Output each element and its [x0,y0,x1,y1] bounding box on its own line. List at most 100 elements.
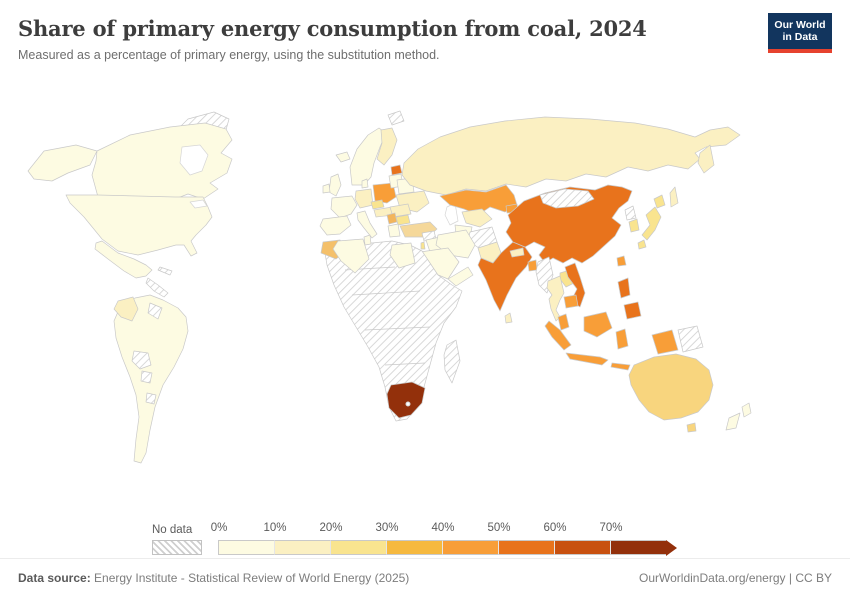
country-south-korea[interactable] [628,218,640,233]
country-central-america[interactable] [145,277,169,298]
country-cambodia[interactable] [563,294,579,309]
country-japan-kyushu[interactable] [637,239,647,250]
country-egypt[interactable] [389,242,416,269]
country-india[interactable] [477,241,533,312]
legend-tick: 40% [431,522,455,534]
country-indonesia-sulawesi[interactable] [615,328,629,350]
legend-bin-30-40%[interactable]: 30% [375,522,442,555]
country-taiwan[interactable] [616,255,627,267]
country-philippines-mindanao[interactable] [623,301,642,320]
footer-license-text[interactable]: OurWorldinData.org/energy | CC BY [639,571,832,585]
country-sri-lanka[interactable] [504,312,513,324]
country-vietnam[interactable] [564,262,586,308]
country-japan-honshu[interactable] [641,206,662,241]
footer: Data source: Energy Institute - Statisti… [0,558,850,600]
country-japan-hokkaido[interactable] [653,194,666,209]
legend-tick: 70% [599,522,623,534]
country-china[interactable] [505,184,633,264]
country-serbia[interactable] [386,212,398,225]
legend-bin-40-50%[interactable]: 40% [431,522,498,555]
legend-tick: 0% [210,522,228,534]
country-denmark[interactable] [361,178,369,189]
header: Share of primary energy consumption from… [0,0,850,92]
country-uruguay[interactable] [145,392,157,405]
country-poland[interactable] [372,182,397,204]
country-iberia[interactable] [319,215,352,236]
legend-no-data-swatch[interactable] [152,540,202,555]
legend-arrow [666,540,677,556]
country-philippines-luzon[interactable] [617,277,631,299]
owid-logo: Our World in Data [768,13,832,53]
country-paraguay[interactable] [140,370,153,384]
country-indonesia-sumatra[interactable] [544,320,572,351]
country-new-zealand-south[interactable] [725,412,741,431]
country-nepal[interactable] [509,247,525,258]
country-italy[interactable] [356,210,378,239]
country-russia-kamchatka[interactable] [697,144,715,174]
country-france[interactable] [330,195,358,219]
legend-bin-50-60%[interactable]: 50% [487,522,554,555]
legend-bin-20-30%[interactable]: 20% [319,522,386,555]
country-alaska[interactable] [27,144,98,182]
country-russia[interactable] [401,116,741,196]
owid-logo-redbar [768,49,832,53]
country-mexico[interactable] [94,240,153,279]
legend-bin-70%+[interactable]: 70% [599,522,666,555]
country-indonesia-lesser-sunda[interactable] [610,362,631,371]
country-svalbard[interactable] [387,110,405,126]
country-bolivia[interactable] [131,350,152,370]
country-north-korea[interactable] [624,205,637,221]
region-africa-nodata[interactable] [324,240,463,422]
country-bulgaria[interactable] [395,214,411,226]
country-estonia[interactable] [390,164,403,176]
country-uzbekistan[interactable] [461,208,493,228]
country-colombia[interactable] [113,296,139,322]
country-finland[interactable] [376,127,398,166]
country-australia-tasmania[interactable] [686,422,697,433]
country-russia-sakhalin[interactable] [669,186,679,208]
footer-license[interactable]: OurWorldinData.org/energy | CC BY [639,571,832,600]
legend-bins: 0% 10% 20% 30% 40% 50% 60% 70% [211,522,666,555]
country-canada[interactable] [91,122,233,200]
country-bangladesh[interactable] [527,259,538,272]
country-madagascar[interactable] [443,339,461,384]
country-australia[interactable] [628,353,714,421]
legend-bin-0-10%[interactable]: 0% [211,522,274,555]
legend-bin-10-20%[interactable]: 10% [263,522,330,555]
country-greece[interactable] [387,223,401,238]
country-guyanas[interactable] [147,302,163,320]
country-tunisia[interactable] [363,234,372,246]
country-uk[interactable] [328,173,342,197]
data-source-label: Data source: [18,571,91,585]
country-papua-new-guinea[interactable] [677,325,704,353]
legend-tick: 10% [263,522,287,534]
owid-logo-line1: Our World [774,18,826,31]
country-south-africa[interactable] [386,381,426,419]
country-germany[interactable] [354,188,374,209]
map-legend: No data 0% 10% 20% 30% 40% 50% 60% 70% [152,513,677,556]
legend-no-data[interactable]: No data [152,524,202,555]
country-malaysia-borneo[interactable] [583,311,613,338]
country-mongolia[interactable] [539,188,595,209]
legend-bin-60-70%[interactable]: 60% [543,522,610,555]
data-source-text: Energy Institute - Statistical Review of… [90,571,410,585]
country-new-zealand-north[interactable] [741,402,752,418]
country-malaysia-peninsular[interactable] [557,313,570,331]
country-thailand[interactable] [546,275,565,322]
country-iceland[interactable] [335,151,351,163]
country-yemen-oman[interactable] [447,266,474,287]
country-czechia[interactable] [370,199,385,210]
country-ireland[interactable] [322,183,331,194]
country-cuba[interactable] [157,266,173,276]
country-indonesia-java[interactable] [565,352,609,366]
country-algeria[interactable] [332,238,370,274]
legend-no-data-label: No data [152,524,193,536]
legend-tick: 20% [319,522,343,534]
country-usa[interactable] [65,194,213,257]
legend-tick: 30% [375,522,399,534]
owid-logo-line2: in Data [782,31,818,43]
country-indonesia-papua[interactable] [651,329,679,355]
country-israel[interactable] [420,241,426,250]
legend-tick: 60% [543,522,567,534]
